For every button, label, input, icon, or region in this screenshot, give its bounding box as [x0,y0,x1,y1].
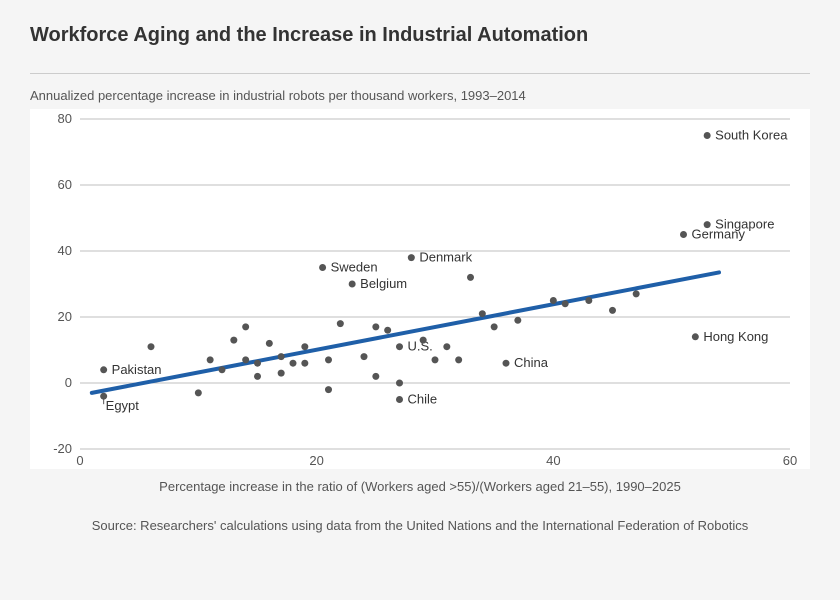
svg-text:-20: -20 [53,441,72,456]
svg-text:Hong Kong: Hong Kong [703,329,768,344]
svg-text:China: China [514,355,549,370]
x-axis-label: Percentage increase in the ratio of (Wor… [0,469,840,494]
svg-text:0: 0 [76,453,83,468]
svg-text:80: 80 [58,111,72,126]
svg-text:Pakistan: Pakistan [112,362,162,377]
svg-text:0: 0 [65,375,72,390]
svg-text:Chile: Chile [408,392,438,407]
svg-text:60: 60 [783,453,797,468]
svg-text:Egypt: Egypt [106,398,140,413]
svg-text:Singapore: Singapore [715,217,774,232]
plot-area: -20 0 20 40 60 80 0 20 40 60 Pakistan Egypt SwedenBe… [30,109,810,469]
svg-text:20: 20 [309,453,323,468]
chart-card: Workforce Aging and the Increase in Indu… [0,0,840,600]
source-text: Source: Researchers' calculations using … [0,494,840,533]
svg-text:40: 40 [546,453,560,468]
chart-subtitle: Annualized percentage increase in indust… [0,74,840,109]
svg-text:60: 60 [58,177,72,192]
svg-text:South Korea: South Korea [715,128,788,143]
svg-text:40: 40 [58,243,72,258]
chart-title: Workforce Aging and the Increase in Indu… [0,0,840,65]
svg-text:20: 20 [58,309,72,324]
scatter-plot-svg: -20 0 20 40 60 80 0 20 40 60 Pakistan Egypt SwedenBe… [30,109,810,469]
svg-text:Belgium: Belgium [360,276,407,291]
svg-text:Sweden: Sweden [331,260,378,275]
svg-text:Denmark: Denmark [419,250,472,265]
